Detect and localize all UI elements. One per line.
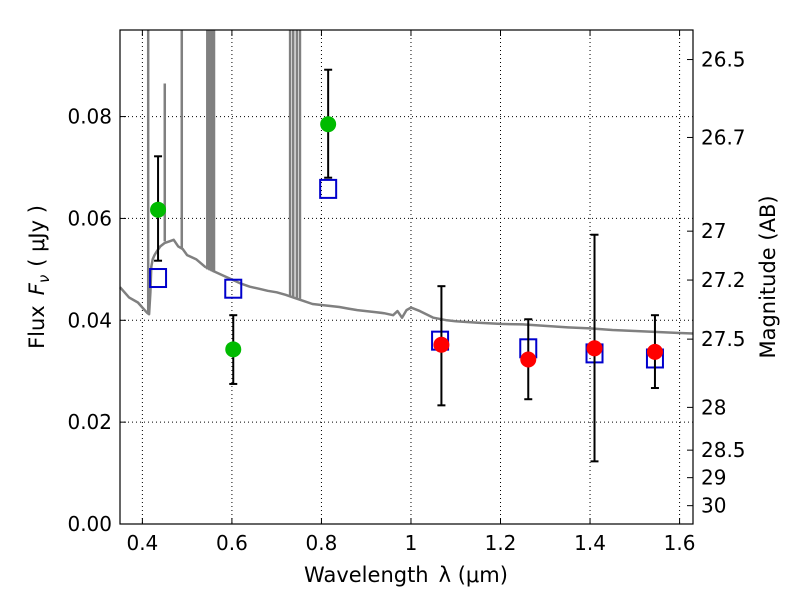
y-axis-label: FluxFν( μJy )	[25, 205, 53, 349]
y2-axis-label: Magnitude (AB)	[756, 195, 780, 358]
x-ticks: 0.4 0.6 0.8 1 1.2 1.4 1.6	[126, 30, 695, 555]
red-point	[646, 343, 663, 360]
green-point	[225, 341, 242, 358]
x-tick-label: 0.8	[306, 531, 338, 555]
spectrum-line	[119, 238, 694, 335]
model-box	[319, 178, 338, 199]
y2-tick-label: 29	[701, 466, 726, 490]
y-tick-label: 0.02	[67, 410, 112, 434]
x-tick-label: 1.6	[664, 531, 696, 555]
red-point	[586, 340, 603, 357]
y2-ticks: 26.5 26.7 27 27.2 27.5 28 28.5 29 30	[687, 48, 746, 518]
spectrum-layer	[119, 30, 694, 335]
x-tick-label: 1.2	[485, 531, 517, 555]
grid-lines	[120, 30, 693, 525]
plot-frame	[119, 29, 694, 525]
model-box	[149, 268, 168, 289]
y2-tick-label: 30	[701, 494, 726, 518]
y-tick-label: 0.00	[67, 512, 112, 536]
y2-tick-label: 26.7	[701, 125, 746, 149]
x-tick-label: 1	[405, 531, 418, 555]
y2-tick-label: 27	[701, 219, 726, 243]
x-tick-label: 0.6	[216, 531, 248, 555]
y-tick-label: 0.04	[67, 308, 112, 332]
x-tick-label: 1.4	[574, 531, 606, 555]
y2-tick-label: 28	[701, 395, 726, 419]
red-point	[433, 336, 450, 353]
x-axis-label: Wavelength λ (μm)	[304, 563, 508, 587]
y2-tick-label: 26.5	[701, 48, 746, 72]
red-point	[520, 351, 537, 368]
y-tick-label: 0.06	[67, 206, 112, 230]
y2-tick-label: 27.2	[701, 268, 746, 292]
y2-tick-label: 27.5	[701, 327, 746, 351]
y2-tick-label: 28.5	[701, 438, 746, 462]
y-tick-label: 0.08	[67, 105, 112, 129]
green-point	[320, 116, 337, 133]
y-ticks: 0.00 0.02 0.04 0.06 0.08	[67, 105, 126, 536]
marker-layer	[149, 68, 664, 463]
x-tick-label: 0.4	[126, 531, 158, 555]
model-box	[224, 278, 243, 299]
green-point	[150, 201, 167, 218]
